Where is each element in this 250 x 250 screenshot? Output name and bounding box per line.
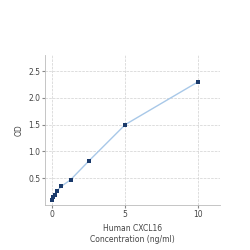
Point bbox=[60, 184, 64, 188]
Point bbox=[55, 189, 59, 193]
Point bbox=[50, 198, 54, 202]
Point bbox=[87, 159, 91, 163]
Y-axis label: OD: OD bbox=[15, 124, 24, 136]
Point bbox=[52, 195, 56, 199]
Point bbox=[123, 123, 127, 127]
Point bbox=[52, 193, 56, 197]
X-axis label: Human CXCL16
Concentration (ng/ml): Human CXCL16 Concentration (ng/ml) bbox=[90, 224, 175, 244]
Point bbox=[196, 80, 200, 84]
Point bbox=[68, 178, 72, 182]
